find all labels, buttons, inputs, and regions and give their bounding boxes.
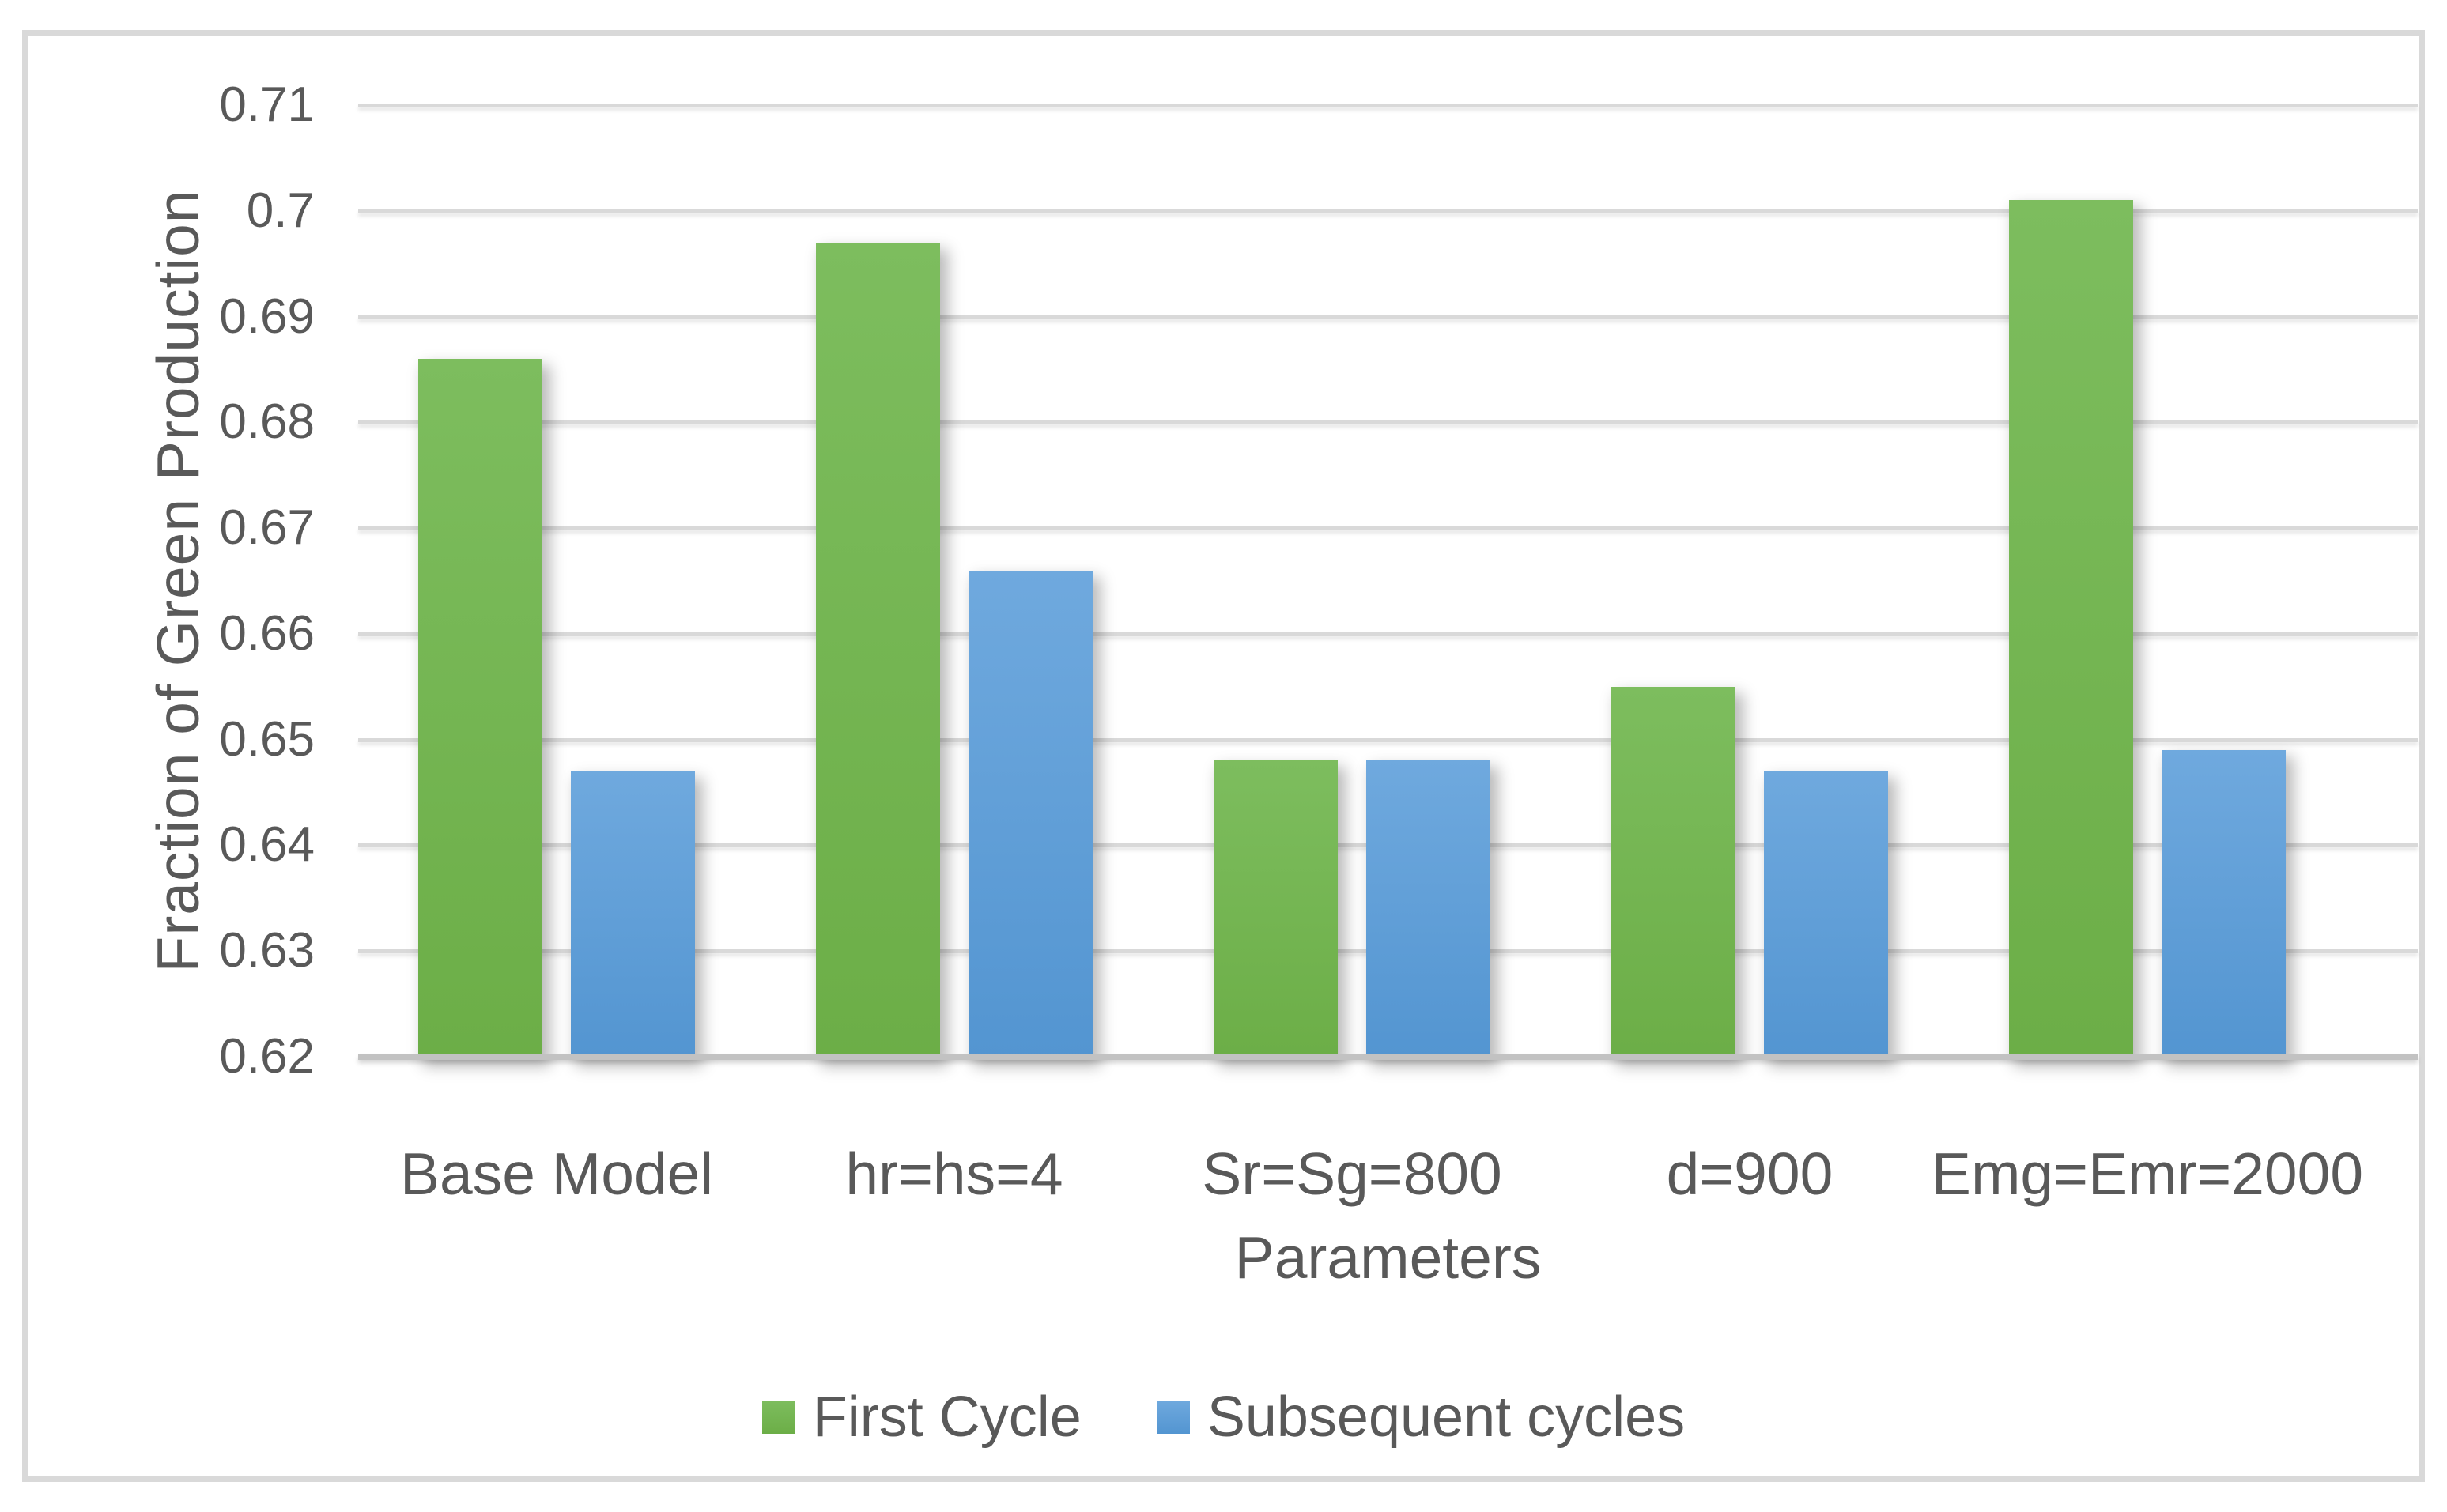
- gridline-0.7: [358, 209, 2418, 213]
- legend-item-first-cycle: First Cycle: [761, 1385, 1082, 1450]
- x-axis-line: [358, 1054, 2418, 1060]
- bar-first-cycle-base-model: [418, 359, 542, 1057]
- y-tick-label-0.62: 0.62: [219, 1029, 315, 1084]
- bar-first-cycle-d-900: [1611, 686, 1735, 1057]
- gridline-0.66: [358, 632, 2418, 636]
- legend-label: Subsequent cycles: [1207, 1386, 1686, 1449]
- legend-swatch-icon: [761, 1401, 795, 1434]
- y-tick-label-0.67: 0.67: [219, 500, 315, 556]
- y-tick-label-0.69: 0.69: [219, 288, 315, 344]
- x-axis-title: Parameters: [1234, 1224, 1542, 1291]
- y-tick-label-0.71: 0.71: [219, 77, 315, 132]
- bar-subsequent-cycles-emg-emr-2000: [2162, 750, 2286, 1057]
- legend-item-subsequent-cycles: Subsequent cycles: [1156, 1385, 1686, 1450]
- y-tick-label-0.66: 0.66: [219, 605, 315, 661]
- bar-subsequent-cycles-sr-sg-800: [1366, 760, 1490, 1057]
- y-tick-label-0.7: 0.7: [246, 183, 315, 238]
- bar-first-cycle-hr-hs-4: [816, 242, 940, 1057]
- gridline-0.67: [358, 526, 2418, 531]
- x-category-label-emg-emr-2000: Emg=Emr=2000: [1931, 1141, 2364, 1207]
- gridline-0.65: [358, 737, 2418, 742]
- gridline-0.68: [358, 420, 2418, 425]
- legend-swatch-icon: [1156, 1401, 1190, 1434]
- x-category-label-sr-sg-800: Sr=Sg=800: [1202, 1141, 1502, 1207]
- bar-first-cycle-emg-emr-2000: [2009, 200, 2133, 1057]
- x-category-label-base-model: Base Model: [399, 1141, 714, 1207]
- bar-subsequent-cycles-hr-hs-4: [969, 570, 1093, 1057]
- y-tick-label-0.65: 0.65: [219, 711, 315, 767]
- x-category-label-d-900: d=900: [1666, 1141, 1833, 1207]
- legend: First Cycle Subsequent cycles: [0, 1385, 2447, 1450]
- y-tick-label-0.68: 0.68: [219, 394, 315, 450]
- bar-first-cycle-sr-sg-800: [1214, 760, 1338, 1057]
- y-tick-label-0.64: 0.64: [219, 817, 315, 873]
- bar-subsequent-cycles-base-model: [571, 771, 695, 1057]
- y-tick-label-0.63: 0.63: [219, 923, 315, 978]
- bar-subsequent-cycles-d-900: [1764, 771, 1888, 1057]
- gridline-0.71: [358, 104, 2418, 107]
- chart-border: [22, 30, 2425, 1482]
- x-category-label-hr-hs-4: hr=hs=4: [845, 1141, 1063, 1207]
- gridline-0.69: [358, 315, 2418, 319]
- legend-label: First Cycle: [812, 1386, 1082, 1449]
- plot-area: [358, 104, 2418, 1060]
